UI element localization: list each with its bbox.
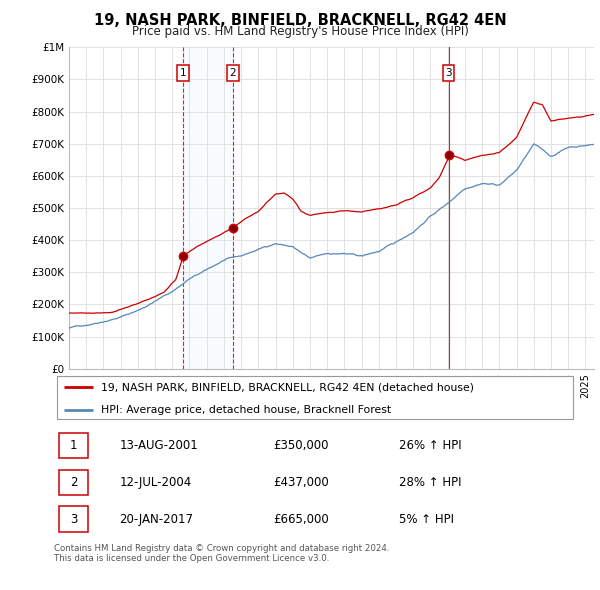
Text: 26% ↑ HPI: 26% ↑ HPI — [398, 439, 461, 452]
FancyBboxPatch shape — [59, 433, 88, 458]
Text: 28% ↑ HPI: 28% ↑ HPI — [398, 476, 461, 489]
FancyBboxPatch shape — [59, 506, 88, 532]
Text: 20-JAN-2017: 20-JAN-2017 — [119, 513, 193, 526]
Text: HPI: Average price, detached house, Bracknell Forest: HPI: Average price, detached house, Brac… — [101, 405, 391, 415]
FancyBboxPatch shape — [59, 470, 88, 495]
Text: 1: 1 — [179, 68, 186, 78]
Text: 13-AUG-2001: 13-AUG-2001 — [119, 439, 198, 452]
Text: 3: 3 — [445, 68, 452, 78]
Text: 19, NASH PARK, BINFIELD, BRACKNELL, RG42 4EN (detached house): 19, NASH PARK, BINFIELD, BRACKNELL, RG42… — [101, 382, 474, 392]
Text: 2: 2 — [230, 68, 236, 78]
Text: Price paid vs. HM Land Registry's House Price Index (HPI): Price paid vs. HM Land Registry's House … — [131, 25, 469, 38]
Text: 19, NASH PARK, BINFIELD, BRACKNELL, RG42 4EN: 19, NASH PARK, BINFIELD, BRACKNELL, RG42… — [94, 13, 506, 28]
Bar — [183, 47, 233, 369]
Text: 12-JUL-2004: 12-JUL-2004 — [119, 476, 191, 489]
Text: 1: 1 — [70, 439, 77, 452]
Text: £350,000: £350,000 — [273, 439, 329, 452]
Text: £665,000: £665,000 — [273, 513, 329, 526]
Text: 5% ↑ HPI: 5% ↑ HPI — [398, 513, 454, 526]
Text: £437,000: £437,000 — [273, 476, 329, 489]
Text: Contains HM Land Registry data © Crown copyright and database right 2024.
This d: Contains HM Land Registry data © Crown c… — [54, 544, 389, 563]
Text: 2: 2 — [70, 476, 77, 489]
Text: 3: 3 — [70, 513, 77, 526]
FancyBboxPatch shape — [56, 376, 574, 419]
